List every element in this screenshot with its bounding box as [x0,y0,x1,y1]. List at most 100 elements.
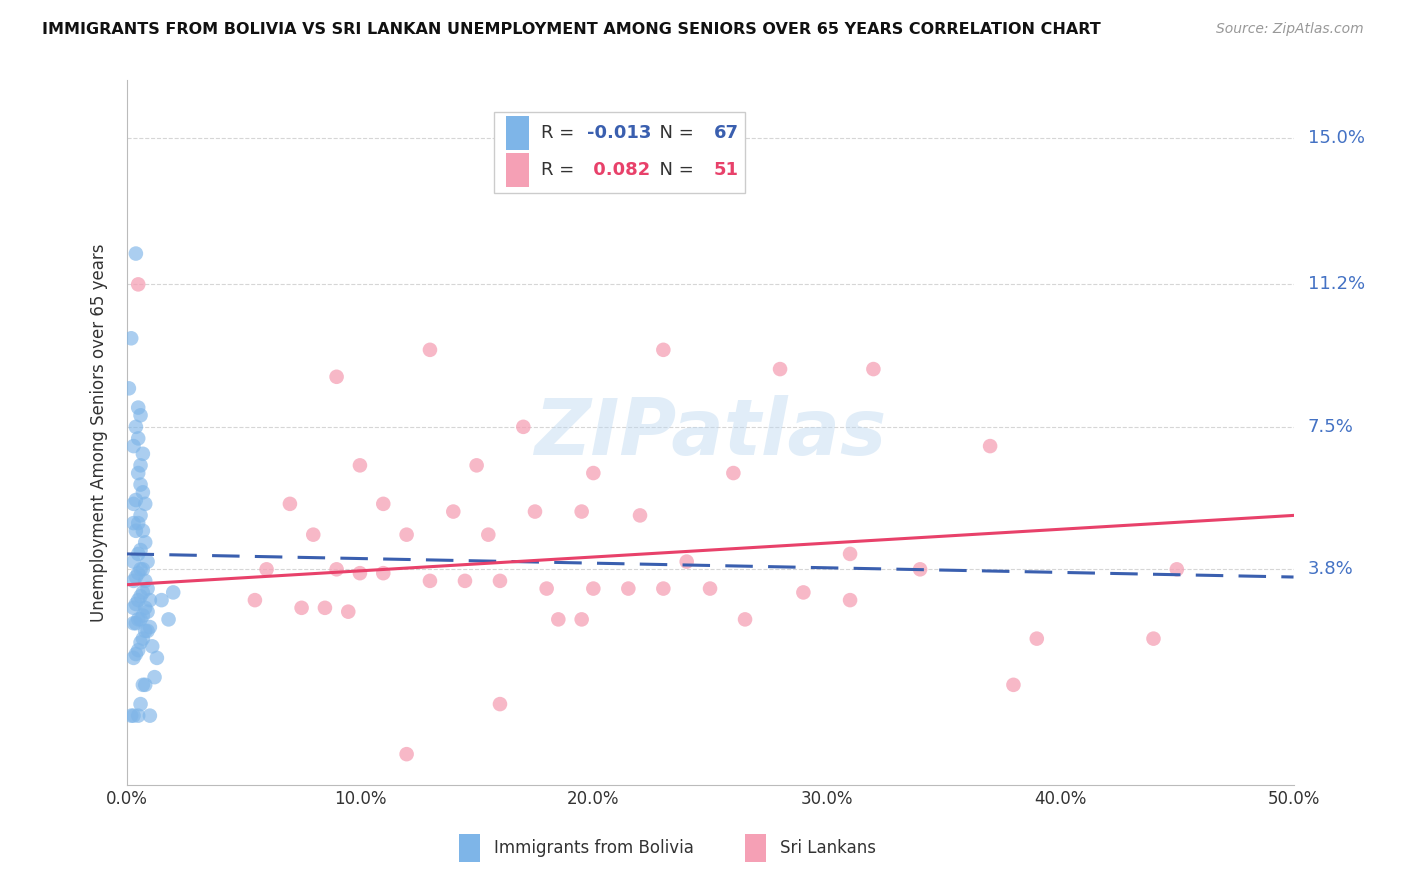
Point [373,566,395,581]
Text: 51: 51 [713,161,738,178]
Y-axis label: Unemployment Among Seniors over 65 years: Unemployment Among Seniors over 65 years [90,244,108,622]
Point [132,485,155,500]
Point [127,708,149,723]
Point [125,493,148,508]
Point [122,600,145,615]
Point [122,555,145,569]
Point [769,362,792,376]
Text: 7.5%: 7.5% [1308,417,1354,436]
Point [349,566,371,581]
Point [139,708,162,723]
Text: Immigrants from Bolivia: Immigrants from Bolivia [494,839,695,857]
Point [571,612,593,626]
Point [314,600,336,615]
Point [134,624,156,638]
Point [536,582,558,596]
Point [337,605,360,619]
Text: N =: N = [648,124,700,142]
Point [132,632,155,646]
Point [908,562,931,576]
Point [134,535,156,549]
Point [125,647,148,661]
Point [129,543,152,558]
Point [132,608,155,623]
Point [134,678,156,692]
Point [146,651,169,665]
Point [122,516,145,530]
Point [373,497,395,511]
Point [325,369,347,384]
Point [129,635,152,649]
Point [157,612,180,626]
Point [1142,632,1164,646]
Point [489,697,512,711]
FancyBboxPatch shape [494,112,745,193]
Point [129,612,152,626]
Point [243,593,266,607]
Point [454,574,477,588]
Point [127,593,149,607]
Point [120,708,142,723]
Point [862,362,884,376]
Point [122,497,145,511]
Point [132,524,155,538]
Text: Sri Lankans: Sri Lankans [780,839,876,857]
Point [792,585,814,599]
Point [125,597,148,611]
Point [139,620,162,634]
Point [699,582,721,596]
Point [839,547,862,561]
Point [127,401,149,415]
Point [652,343,675,357]
Point [1002,678,1025,692]
Point [125,570,148,584]
Text: R =: R = [541,124,579,142]
Point [125,246,148,260]
Point [349,458,371,473]
Point [839,593,862,607]
Point [489,574,512,588]
Point [127,547,149,561]
Point [395,747,418,761]
Point [129,508,152,523]
Point [129,409,152,423]
Text: N =: N = [648,161,700,178]
Point [136,624,159,638]
Point [1166,562,1188,576]
Point [120,331,142,345]
Text: 11.2%: 11.2% [1308,276,1365,293]
Point [143,670,166,684]
Point [125,524,148,538]
Point [122,708,145,723]
Point [136,582,159,596]
Text: 0.082: 0.082 [588,161,651,178]
Point [302,527,325,541]
Point [127,277,149,292]
Point [136,605,159,619]
Point [582,582,605,596]
Point [132,585,155,599]
Point [139,593,162,607]
Point [547,612,569,626]
Bar [460,834,479,863]
Bar [506,153,529,186]
Point [132,447,155,461]
Point [136,555,159,569]
Text: Source: ZipAtlas.com: Source: ZipAtlas.com [1216,22,1364,37]
Point [419,343,441,357]
Point [150,593,173,607]
Point [571,504,593,518]
Point [652,582,675,596]
Point [256,562,278,576]
Point [122,651,145,665]
Point [979,439,1001,453]
Point [628,508,651,523]
Point [162,585,184,599]
Point [141,640,163,654]
Point [127,643,149,657]
Point [127,466,149,480]
Text: IMMIGRANTS FROM BOLIVIA VS SRI LANKAN UNEMPLOYMENT AMONG SENIORS OVER 65 YEARS C: IMMIGRANTS FROM BOLIVIA VS SRI LANKAN UN… [42,22,1101,37]
Text: -0.013: -0.013 [588,124,652,142]
Text: 3.8%: 3.8% [1308,560,1353,578]
Point [118,381,141,395]
